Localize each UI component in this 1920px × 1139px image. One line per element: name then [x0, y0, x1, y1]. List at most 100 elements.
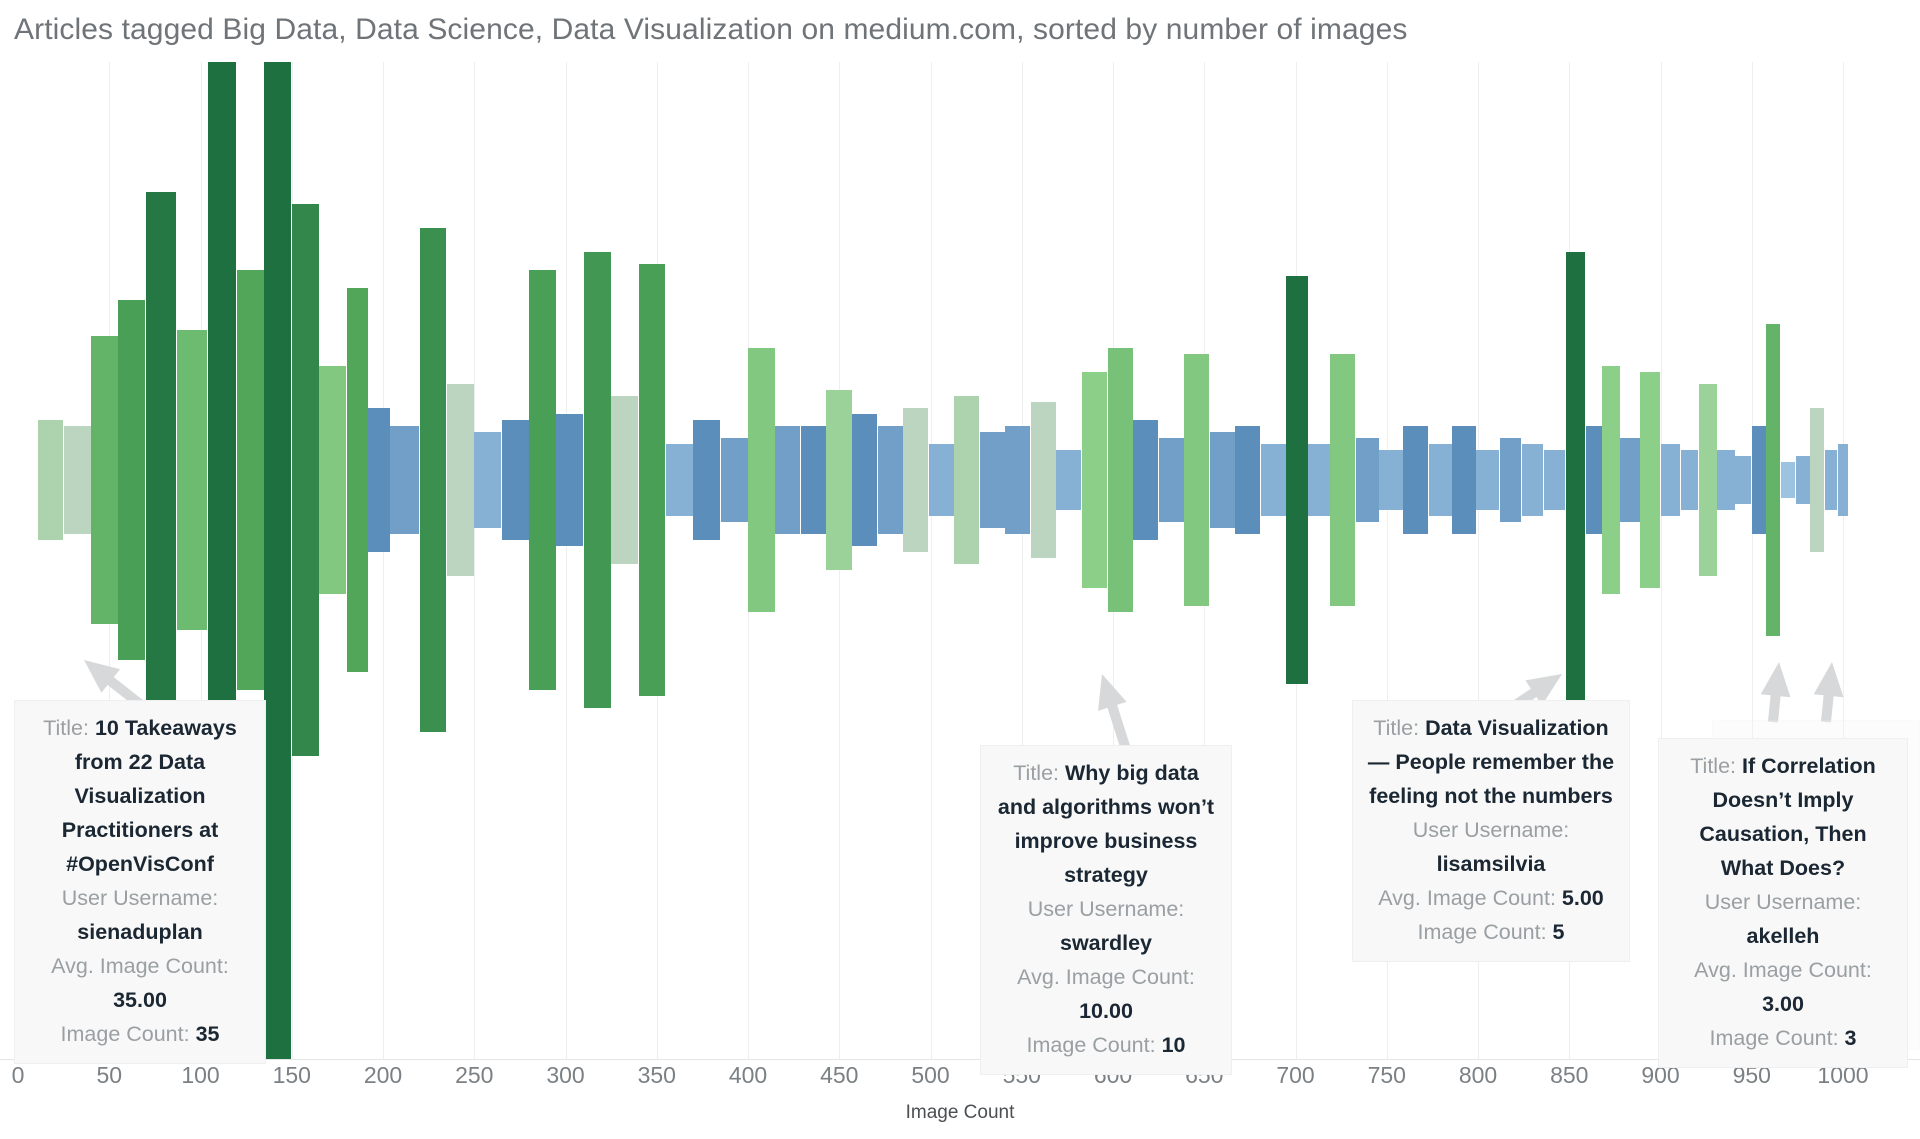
bar[interactable] — [1286, 276, 1308, 684]
bar[interactable] — [1476, 450, 1500, 510]
tooltip-field-label: Avg. Image Count: — [1694, 958, 1872, 982]
bar[interactable] — [1543, 450, 1566, 510]
bar[interactable] — [1005, 426, 1031, 534]
bar[interactable] — [1403, 426, 1429, 534]
bar[interactable] — [638, 264, 666, 696]
bar[interactable] — [1235, 426, 1261, 534]
bar-series[interactable] — [0, 62, 1920, 1059]
tooltip-field-value: If Correlation Doesn’t Imply Causation, … — [1699, 754, 1876, 880]
x-tick-label: 200 — [363, 1062, 403, 1088]
bar[interactable] — [38, 420, 64, 540]
tooltip-field-value: Why big data and algorithms won’t improv… — [997, 761, 1215, 887]
bar[interactable] — [319, 366, 346, 594]
bar[interactable] — [63, 426, 91, 534]
tooltip-field-label: Avg. Image Count: — [1378, 886, 1562, 910]
bar[interactable] — [1810, 408, 1825, 552]
bar[interactable] — [1330, 354, 1356, 606]
x-tick-label: 150 — [272, 1062, 311, 1088]
bar[interactable] — [118, 300, 146, 660]
tooltip-field-value: 3.00 — [1762, 992, 1804, 1016]
tooltip-swardley[interactable]: Title: Why big data and algorithms won’t… — [980, 745, 1232, 1075]
bar[interactable] — [346, 288, 368, 672]
bar[interactable] — [1184, 354, 1210, 606]
bar[interactable] — [1585, 426, 1602, 534]
tooltip-row: Title: Data Visualization — People remem… — [1365, 711, 1617, 813]
bar[interactable] — [693, 420, 721, 540]
bar[interactable] — [237, 270, 264, 690]
bar[interactable] — [1735, 456, 1752, 504]
bar[interactable] — [1698, 384, 1717, 576]
bar[interactable] — [611, 396, 638, 564]
bar[interactable] — [501, 420, 529, 540]
tooltip-sienaduplan[interactable]: Title: 10 Takeaways from 22 Data Visuali… — [14, 700, 266, 1064]
bar[interactable] — [1260, 444, 1286, 516]
bar[interactable] — [1452, 426, 1476, 534]
bar[interactable] — [1751, 426, 1766, 534]
tooltip-field-value: 10 Takeaways from 22 Data Visualization … — [61, 716, 237, 876]
bar[interactable] — [928, 444, 954, 516]
bar[interactable] — [1355, 438, 1379, 522]
bar[interactable] — [145, 192, 177, 768]
bar[interactable] — [748, 348, 775, 612]
bar[interactable] — [1081, 372, 1108, 588]
bar[interactable] — [556, 414, 584, 546]
bar[interactable] — [264, 62, 292, 1059]
bar[interactable] — [877, 426, 903, 534]
bar[interactable] — [176, 330, 208, 630]
tooltip-akelleh[interactable]: Title: If Correlation Doesn’t Imply Caus… — [1658, 738, 1908, 1068]
tooltip-lisamsilvia[interactable]: Title: Data Visualization — People remem… — [1352, 700, 1630, 962]
bar[interactable] — [1209, 432, 1235, 528]
bar[interactable] — [1521, 444, 1544, 516]
bar[interactable] — [852, 414, 878, 546]
bar[interactable] — [1837, 444, 1848, 516]
bar[interactable] — [720, 438, 748, 522]
bar[interactable] — [954, 396, 980, 564]
bar[interactable] — [583, 252, 611, 708]
bar[interactable] — [446, 384, 474, 576]
bar[interactable] — [1620, 438, 1640, 522]
bar[interactable] — [1056, 450, 1082, 510]
bar[interactable] — [1107, 348, 1133, 612]
bar[interactable] — [1308, 444, 1330, 516]
bar[interactable] — [474, 432, 502, 528]
tooltip-row: Image Count: 5 — [1365, 915, 1617, 949]
bar[interactable] — [1766, 324, 1781, 636]
bar[interactable] — [1602, 366, 1620, 594]
bar[interactable] — [1660, 444, 1681, 516]
bar[interactable] — [665, 444, 693, 516]
x-axis-line — [0, 1059, 1920, 1060]
bar[interactable] — [1640, 372, 1660, 588]
bar[interactable] — [1780, 462, 1796, 498]
bar[interactable] — [1133, 420, 1159, 540]
bar[interactable] — [1428, 444, 1452, 516]
tooltip-row: User Username: swardley — [993, 892, 1219, 960]
tooltip-field-value: 35 — [195, 1022, 220, 1046]
bar[interactable] — [1379, 450, 1403, 510]
bar[interactable] — [1499, 438, 1522, 522]
bar[interactable] — [390, 426, 419, 534]
bar[interactable] — [1565, 252, 1586, 708]
bar[interactable] — [1824, 450, 1838, 510]
bar[interactable] — [775, 426, 801, 534]
tooltip-row: Image Count: 35 — [27, 1017, 253, 1051]
x-axis-ticks: 0 50 100 150 200 250 300 350 400 450 500 550 600 650 7… — [0, 1062, 1920, 1098]
bar[interactable] — [419, 228, 447, 732]
bar[interactable] — [368, 408, 390, 552]
plot-area[interactable] — [0, 62, 1920, 1059]
bar[interactable] — [800, 426, 826, 534]
x-tick-label: 450 — [820, 1062, 859, 1088]
bar[interactable] — [529, 270, 556, 690]
bar[interactable] — [291, 204, 319, 756]
bar[interactable] — [1680, 450, 1699, 510]
bar[interactable] — [1717, 450, 1735, 510]
tooltip-field-label: Title: — [1373, 716, 1426, 740]
bar[interactable] — [826, 390, 852, 570]
tooltip-field-value: 10 — [1161, 1033, 1186, 1057]
bar[interactable] — [91, 336, 118, 624]
bar[interactable] — [979, 432, 1005, 528]
bar[interactable] — [1030, 402, 1056, 558]
bar[interactable] — [1158, 438, 1184, 522]
bar[interactable] — [1795, 456, 1810, 504]
bar[interactable] — [903, 408, 929, 552]
